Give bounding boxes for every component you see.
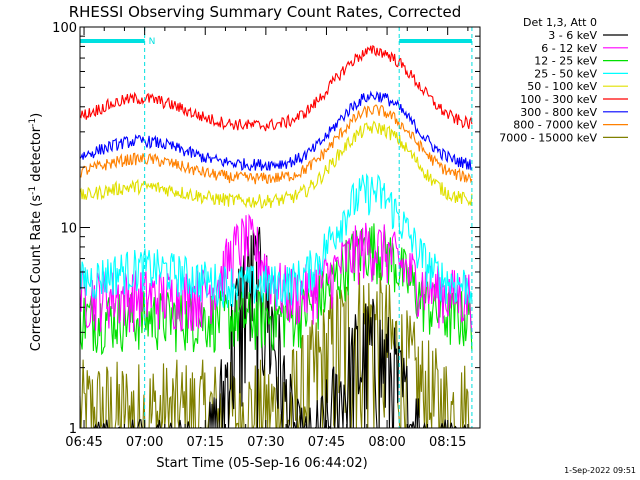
legend-label-5: 100 - 300 keV: [520, 93, 597, 106]
legend-label-3: 25 - 50 keV: [534, 67, 597, 80]
y-tick-label-1: 10: [60, 222, 77, 237]
legend-label-6: 300 - 800 keV: [520, 106, 597, 119]
x-tick-label-4: 07:45: [308, 435, 345, 450]
tick-labels: 06:45 07:00 07:15 07:30 07:45 08:00 08:15 1 10 10…: [52, 21, 466, 450]
y-axis-label-part: detector: [29, 126, 44, 186]
y-axis-label-sup: -1: [28, 118, 38, 127]
x-tick-label-3: 07:30: [247, 435, 284, 450]
series-line-5: [79, 44, 473, 132]
y-tick-label-2: 100: [52, 21, 77, 36]
x-tick-label-0: 06:45: [65, 435, 102, 450]
legend-label-7: 800 - 7000 keV: [513, 119, 597, 132]
chart-title: RHESSI Observing Summary Count Rates, Co…: [69, 3, 462, 21]
x-tick-label-5: 08:00: [368, 435, 405, 450]
series-line-4: [79, 120, 473, 209]
series-line-3: [79, 172, 473, 308]
x-tick-label-2: 07:15: [187, 435, 224, 450]
timestamp: 1-Sep-2022 09:51: [564, 466, 636, 475]
plot-area: N: [79, 27, 473, 430]
y-axis-label: Corrected Count Rate (s-1 detector-1): [28, 113, 44, 351]
x-tick-label-1: 07:00: [126, 435, 163, 450]
y-tick-label-0: 1: [69, 422, 77, 437]
x-tick-label-6: 08:15: [429, 435, 466, 450]
flag-bar-0: [80, 39, 145, 43]
series-line-2: [79, 223, 473, 356]
series-line-1: [79, 213, 473, 333]
series-line-6: [79, 90, 473, 172]
legend-title: Det 1,3, Att 0: [523, 16, 597, 29]
y-axis-label-sup: -1: [28, 186, 38, 195]
x-axis-label: Start Time (05-Sep-16 06:44:02): [156, 456, 367, 471]
y-axis-label-part: ): [29, 113, 44, 118]
y-axis-label-part: Corrected Count Rate (s: [29, 195, 44, 352]
legend-label-8: 7000 - 15000 keV: [499, 131, 597, 144]
flag-label: N: [149, 37, 156, 47]
legend-label-1: 6 - 12 keV: [541, 42, 597, 55]
legend-label-2: 12 - 25 keV: [534, 55, 597, 68]
axes: [79, 26, 481, 429]
legend-label-0: 3 - 6 keV: [548, 29, 597, 42]
flag-bar-1: [399, 39, 472, 43]
series-line-7: [80, 104, 473, 185]
legend-label-4: 50 - 100 keV: [527, 80, 597, 93]
